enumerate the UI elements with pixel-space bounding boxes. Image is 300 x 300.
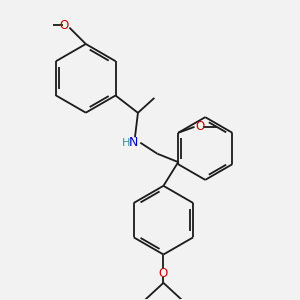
- Text: N: N: [129, 136, 138, 149]
- Text: H: H: [122, 138, 130, 148]
- Text: O: O: [195, 120, 205, 134]
- Text: O: O: [159, 267, 168, 280]
- Text: O: O: [59, 19, 69, 32]
